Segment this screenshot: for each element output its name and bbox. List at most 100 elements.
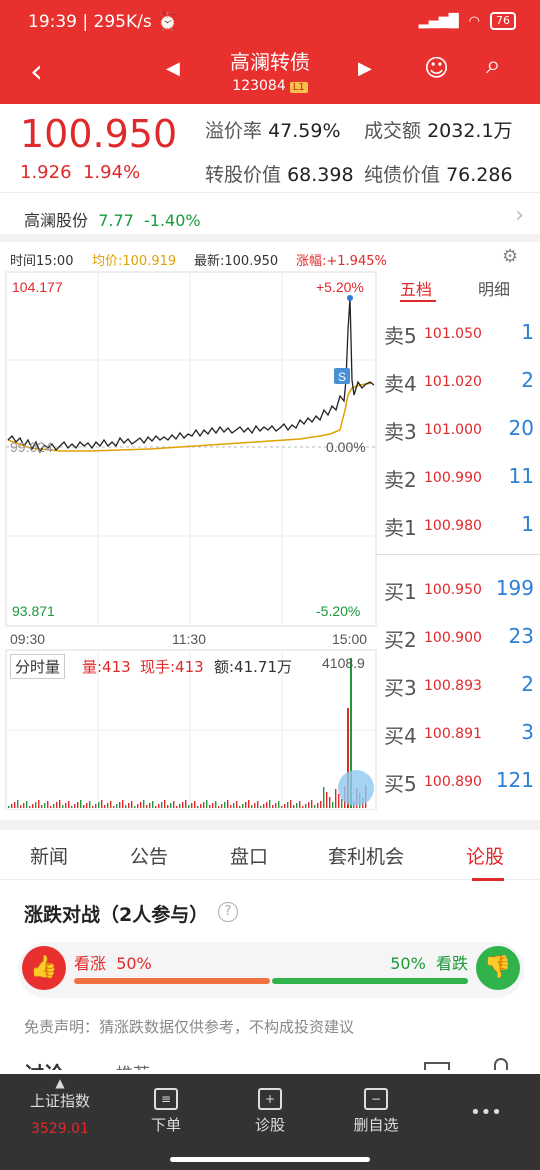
volume-bar — [41, 805, 43, 808]
volume-bar — [161, 802, 163, 808]
help-icon[interactable]: ? — [218, 902, 238, 922]
info-rise: 涨幅:+1.945% — [296, 254, 387, 269]
volume-bar — [218, 806, 220, 808]
bond-code: 123084 L1 — [0, 78, 540, 94]
robot-icon[interactable]: ☺ — [424, 54, 450, 82]
tab-detail[interactable]: 明细 — [478, 280, 511, 299]
volume-bar — [272, 805, 274, 808]
nav-index[interactable]: ▲ 上证指数 3529.01 — [10, 1074, 110, 1137]
book-level-label: 卖3 — [384, 420, 417, 444]
search-icon[interactable]: ⌕ — [486, 50, 501, 80]
volume-bar — [122, 800, 124, 808]
volume-bar — [203, 802, 205, 808]
book-row[interactable]: 卖1 100.980 1 — [384, 504, 534, 544]
wifi-icon: ◠ — [468, 13, 480, 29]
next-stock-icon[interactable]: ▶ — [358, 58, 372, 79]
volume-bar — [293, 805, 295, 808]
book-row[interactable]: 买2 100.900 23 — [384, 616, 534, 656]
time-label-mid: 11:30 — [172, 631, 206, 647]
diagnose-icon: + — [258, 1088, 282, 1110]
price-change: 1.926 1.94% — [20, 162, 141, 183]
nav-order[interactable]: ≡ 下单 — [116, 1074, 216, 1135]
underlying-stock-row[interactable]: 高澜股份 7.77 -1.40% › — [0, 192, 540, 242]
intraday-chart[interactable]: S 09:30 11:30 15:00 104.177 +5.20% 99.02… — [0, 270, 380, 811]
home-indicator — [170, 1157, 370, 1162]
book-row[interactable]: 卖5 101.050 1 — [384, 312, 534, 352]
book-price: 100.893 — [424, 678, 482, 694]
tab-arbitrage[interactable]: 套利机会 — [328, 846, 405, 868]
book-row[interactable]: 买5 100.890 121 — [384, 760, 534, 800]
thumbs-down-icon[interactable]: 👎 — [476, 946, 520, 990]
book-row[interactable]: 买4 100.891 3 — [384, 712, 534, 752]
thumbs-up-icon[interactable]: 👍 — [22, 946, 66, 990]
tab-five-level[interactable]: 五档 — [400, 280, 433, 299]
recommend-tab[interactable]: 推荐 — [116, 1060, 150, 1070]
book-volume: 121 — [495, 768, 534, 792]
book-volume: 2 — [521, 672, 534, 696]
volume-bar — [167, 805, 169, 808]
bull-label: 看涨 50% — [74, 954, 152, 973]
book-price: 101.020 — [424, 374, 482, 390]
volume-bar — [158, 804, 160, 808]
volume-bar — [314, 805, 316, 808]
svg-text:S: S — [338, 370, 346, 384]
book-volume: 3 — [521, 720, 534, 744]
status-bar: 19:39 | 295K/s ⏰ ▂▄▆█ ◠ 76 — [0, 0, 540, 44]
user-icon[interactable] — [494, 1058, 508, 1070]
nav-diagnose[interactable]: + 诊股 — [220, 1074, 320, 1135]
tab-news[interactable]: 新闻 — [30, 846, 69, 868]
book-level-label: 卖4 — [384, 372, 417, 396]
volume-bar — [329, 797, 331, 808]
nav-delete-fav[interactable]: − 删自选 — [326, 1074, 426, 1135]
prev-stock-icon[interactable]: ◀ — [166, 58, 180, 79]
mail-icon[interactable] — [424, 1062, 450, 1070]
quote-panel: 100.950 1.926 1.94% 溢价率 47.59% 成交额 2032.… — [0, 104, 540, 192]
volume-bar — [68, 801, 70, 808]
volume-bar — [86, 803, 88, 808]
minus-icon: − — [364, 1088, 388, 1110]
volume-bar — [65, 803, 67, 808]
book-level-label: 买1 — [384, 580, 417, 604]
volume-bar — [299, 801, 301, 808]
book-row[interactable]: 买3 100.893 2 — [384, 664, 534, 704]
index-name: 上证指数 — [29, 1092, 90, 1110]
volume-bar — [83, 805, 85, 808]
battle-title: 涨跌对战（2人参与） — [24, 904, 209, 926]
volume-bar — [227, 800, 229, 808]
volume-bar — [173, 801, 175, 808]
order-book: 五档 明细 卖5 101.050 1 卖4 101.020 2 卖3 101.000 20 卖2 1… — [376, 270, 540, 810]
info-latest: 最新:100.950 — [194, 254, 279, 269]
gear-icon[interactable]: ⚙ — [502, 246, 519, 267]
play-icon[interactable] — [338, 770, 374, 806]
book-volume: 1 — [521, 512, 534, 536]
vol-tab[interactable]: 分时量 — [10, 654, 66, 679]
book-price: 100.980 — [424, 518, 482, 534]
volume-bar — [242, 804, 244, 808]
book-volume: 23 — [508, 624, 534, 648]
volume-bar — [191, 803, 193, 808]
book-price: 100.990 — [424, 470, 482, 486]
back-icon[interactable]: ‹ — [30, 52, 43, 90]
volume-bar — [101, 800, 103, 808]
volume-bar — [215, 801, 217, 808]
discuss-heading: 讨论 — [24, 1058, 64, 1070]
book-volume: 2 — [521, 368, 534, 392]
book-row[interactable]: 卖3 101.000 20 — [384, 408, 534, 448]
book-row[interactable]: 买1 100.950 199 — [384, 568, 534, 608]
book-row[interactable]: 卖2 100.990 11 — [384, 456, 534, 496]
volume-bar — [134, 806, 136, 808]
volume-bar — [233, 803, 235, 808]
volume-bar — [26, 801, 28, 808]
bear-label: 50% 看跌 — [390, 954, 468, 973]
book-row[interactable]: 卖4 101.020 2 — [384, 360, 534, 400]
tab-announcements[interactable]: 公告 — [130, 846, 169, 868]
volume-bar — [23, 803, 25, 808]
pct-high-label: +5.20% — [316, 279, 364, 295]
current-price: 100.950 — [20, 112, 178, 156]
top-bar: ‹ ◀ 高澜转债 123084 L1 ▶ ☺ ⌕ — [0, 44, 540, 104]
more-icon[interactable]: ••• — [470, 1102, 502, 1123]
tab-discussion[interactable]: 论股 — [466, 846, 505, 868]
disclaimer: 免责声明：猜涨跌数据仅供参考，不构成投资建议 — [24, 1018, 355, 1036]
tab-handicap[interactable]: 盘口 — [230, 846, 269, 868]
book-volume: 20 — [508, 416, 534, 440]
